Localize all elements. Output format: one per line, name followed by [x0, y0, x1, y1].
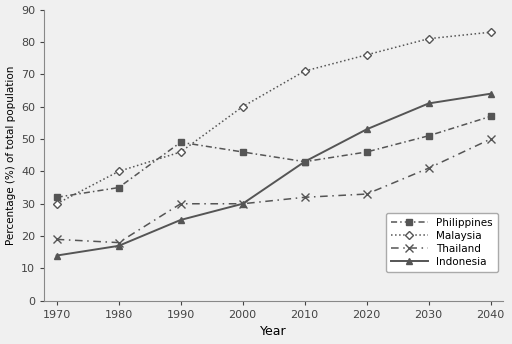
Line: Philippines: Philippines	[54, 113, 494, 201]
Philippines	[364, 150, 370, 154]
Thailand	[364, 192, 370, 196]
Indonesia	[178, 218, 184, 222]
Thailand	[116, 240, 122, 245]
Philippines	[54, 195, 60, 200]
Thailand	[425, 166, 432, 170]
Line: Thailand: Thailand	[53, 135, 495, 246]
Malaysia	[240, 105, 246, 109]
Line: Malaysia: Malaysia	[54, 29, 494, 207]
Indonesia	[425, 101, 432, 106]
Malaysia	[302, 69, 308, 73]
Philippines	[116, 185, 122, 190]
Malaysia	[54, 202, 60, 206]
Thailand	[487, 137, 494, 141]
Thailand	[54, 237, 60, 241]
Malaysia	[116, 169, 122, 173]
Indonesia	[487, 92, 494, 96]
Malaysia	[364, 53, 370, 57]
Malaysia	[178, 150, 184, 154]
Y-axis label: Percentage (%) of total population: Percentage (%) of total population	[6, 65, 15, 245]
X-axis label: Year: Year	[260, 325, 287, 338]
Indonesia	[364, 127, 370, 131]
Philippines	[302, 160, 308, 164]
Malaysia	[425, 36, 432, 41]
Legend: Philippines, Malaysia, Thailand, Indonesia: Philippines, Malaysia, Thailand, Indones…	[386, 213, 498, 272]
Line: Indonesia: Indonesia	[54, 90, 494, 259]
Philippines	[487, 114, 494, 118]
Thailand	[240, 202, 246, 206]
Thailand	[302, 195, 308, 200]
Indonesia	[54, 254, 60, 258]
Philippines	[240, 150, 246, 154]
Philippines	[425, 134, 432, 138]
Indonesia	[116, 244, 122, 248]
Indonesia	[240, 202, 246, 206]
Philippines	[178, 140, 184, 144]
Thailand	[178, 202, 184, 206]
Indonesia	[302, 160, 308, 164]
Malaysia	[487, 30, 494, 34]
